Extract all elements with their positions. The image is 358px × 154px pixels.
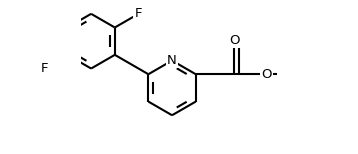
- Text: F: F: [40, 62, 48, 75]
- Text: O: O: [229, 34, 240, 47]
- Text: N: N: [167, 54, 177, 67]
- Text: O: O: [261, 68, 272, 81]
- Text: F: F: [135, 8, 142, 20]
